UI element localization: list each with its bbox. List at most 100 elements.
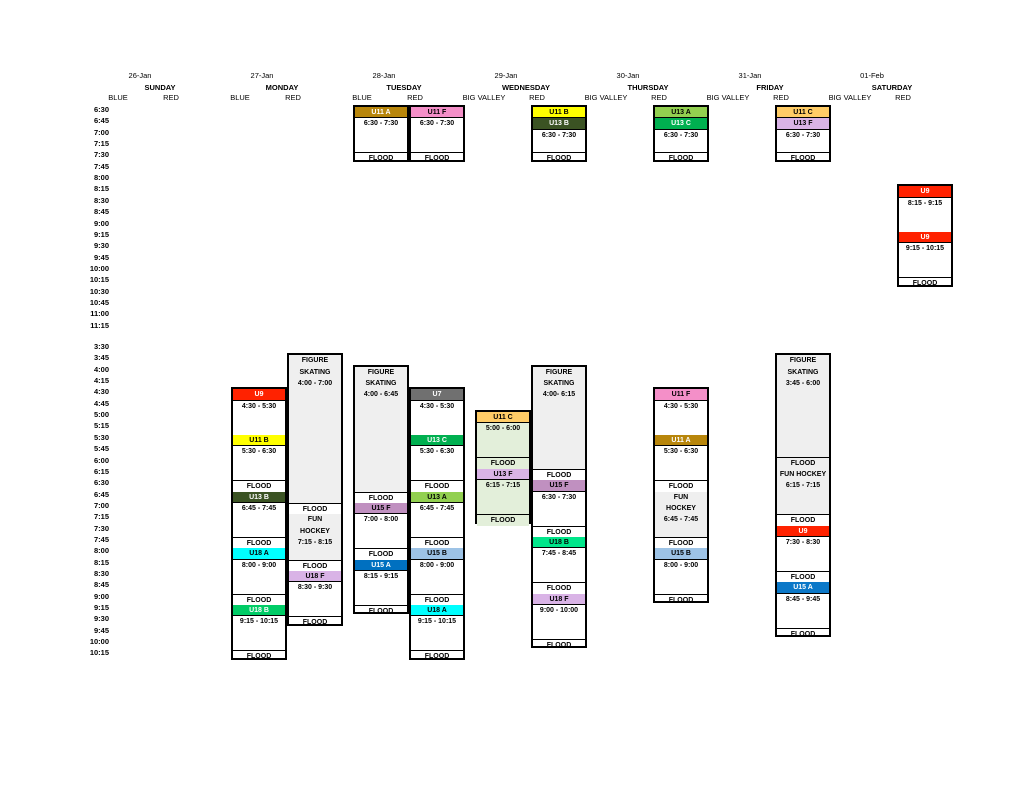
rink-label: RED (895, 93, 911, 102)
time-label: 9:00 (93, 218, 109, 228)
day-name: WEDNESDAY (501, 83, 551, 92)
time-label: 10:00 (89, 263, 109, 273)
time-label: 6:30 (93, 105, 109, 114)
team-label: U13 C (411, 434, 463, 447)
time-range: 9:15 - 10:15 (905, 245, 945, 253)
rink-label: BIG VALLEY (828, 93, 872, 102)
flood-cell: FLOOD (533, 468, 585, 480)
flood-cell: FLOOD (899, 277, 951, 288)
rink-label: BLUE (108, 93, 128, 102)
time-label: 4:30 (93, 387, 109, 397)
time-label: 7:45 (93, 534, 109, 544)
time-range: 8:15 - 9:15 (363, 572, 399, 580)
time-label: 7:45 (93, 161, 109, 171)
rink-label: RED (651, 93, 667, 102)
time-label: 6:30 (93, 478, 109, 488)
time-label: 9:00 (93, 591, 109, 601)
rink-label: RED (773, 93, 789, 102)
time-range: 9:15 - 10:15 (239, 618, 279, 626)
flood-cell: FLOOD (655, 536, 707, 548)
flood-cell: FLOOD (533, 152, 585, 163)
day-name: MONDAY (265, 83, 299, 92)
team-label: U15 A (355, 559, 407, 571)
time-range: 6:30 - 7:30 (541, 493, 577, 501)
booking-block: FIGURE SKATING 3:45 - 6:00 FLOOD FUN HOCKEY 6… (775, 353, 831, 638)
team-label: U13 A (655, 107, 707, 119)
day-date: 31-Jan (738, 71, 762, 80)
time-range: 6:30 - 7:30 (363, 120, 399, 128)
activity-fill (533, 366, 585, 469)
team-label: U18 A (233, 548, 285, 560)
time-label: 4:15 (93, 376, 109, 386)
time-label: 10:45 (89, 297, 109, 307)
flood-cell: FLOOD (233, 536, 285, 548)
flood-cell: FLOOD (355, 152, 407, 163)
time-label: 8:15 (93, 184, 109, 194)
time-label: 9:45 (93, 252, 109, 262)
time-label: 9:15 (93, 229, 109, 239)
time-range: HOCKEY (300, 527, 330, 535)
day-date: 30-Jan (616, 71, 640, 80)
time-label: 3:45 (93, 353, 109, 363)
team-label: U9 (233, 389, 285, 401)
time-range: SKATING (299, 368, 331, 376)
time-label: 11:00 (90, 309, 109, 319)
time-range: 5:30 - 6:30 (241, 448, 277, 456)
time-range: 6:45 - 7:45 (663, 516, 699, 524)
time-label: 6:15 (93, 466, 109, 476)
team-label: U15 F (533, 480, 585, 492)
booking-block: U11 A 6:30 - 7:30 FLOOD (353, 105, 409, 162)
team-label: U7 (411, 389, 463, 401)
time-label: 7:30 (93, 150, 109, 160)
time-range: 6:30 - 7:30 (541, 131, 577, 139)
time-range: 4:00 - 6:45 (363, 391, 399, 399)
booking-block: FIGURE SKATING 4:00 - 7:00 FLOOD FUN HOCKEY 7:… (287, 353, 343, 627)
team-label: U18 B (533, 536, 585, 549)
time-range: 4:30 - 5:30 (663, 402, 699, 410)
team-label: U11 A (655, 434, 707, 447)
time-range: 6:15 - 7:15 (785, 482, 821, 490)
day-name: SUNDAY (144, 83, 176, 92)
team-label: U11 B (533, 107, 585, 119)
time-label: 6:00 (93, 455, 109, 465)
flood-cell: FLOOD (289, 559, 341, 571)
time-label: 10:15 (89, 648, 109, 658)
time-label: 8:00 (93, 546, 109, 556)
time-range: 5:30 - 6:30 (663, 448, 699, 456)
team-label: U13 C (655, 118, 707, 130)
day-date: 01-Feb (860, 71, 884, 80)
time-range: FIGURE (301, 357, 329, 365)
time-label: 9:30 (93, 614, 109, 624)
flood-cell: FLOOD (655, 593, 707, 605)
team-label: U15 F (355, 502, 407, 515)
time-range: 7:45 - 8:45 (541, 550, 577, 558)
rink-label: BLUE (230, 93, 250, 102)
time-range: 6:30 - 7:30 (785, 131, 821, 139)
time-range: 8:00 - 9:00 (419, 561, 455, 569)
time-label: 4:45 (93, 398, 109, 408)
flood-cell: FLOOD (289, 502, 341, 514)
time-range: 7:30 - 8:30 (785, 538, 821, 546)
booking-block: FIGURE SKATING 4:00- 6:15 FLOOD U15 F 6:30 - … (531, 364, 587, 649)
flood-cell: FLOOD (411, 593, 463, 605)
time-label: 7:15 (93, 512, 109, 522)
time-label: 8:15 (93, 557, 109, 567)
flood-cell: FLOOD (655, 480, 707, 491)
team-label: U11 F (655, 389, 707, 401)
team-label: U18 F (533, 593, 585, 606)
time-range: 4:00- 6:15 (542, 391, 576, 399)
team-label: U9 (777, 525, 829, 537)
booking-block: U13 A U13 C 6:30 - 7:30 FLOOD (653, 105, 709, 162)
flood-cell: FLOOD (411, 480, 463, 491)
time-range: SKATING (543, 380, 575, 388)
team-label: U13 F (777, 118, 829, 130)
time-range: 6:30 - 7:30 (419, 120, 455, 128)
time-range: FIGURE (367, 368, 395, 376)
rink-label: RED (529, 93, 545, 102)
flood-cell: FLOOD (289, 616, 341, 627)
day-name: THURSDAY (627, 83, 669, 92)
time-range: FUN (673, 493, 689, 501)
team-label: U9 (899, 186, 951, 198)
